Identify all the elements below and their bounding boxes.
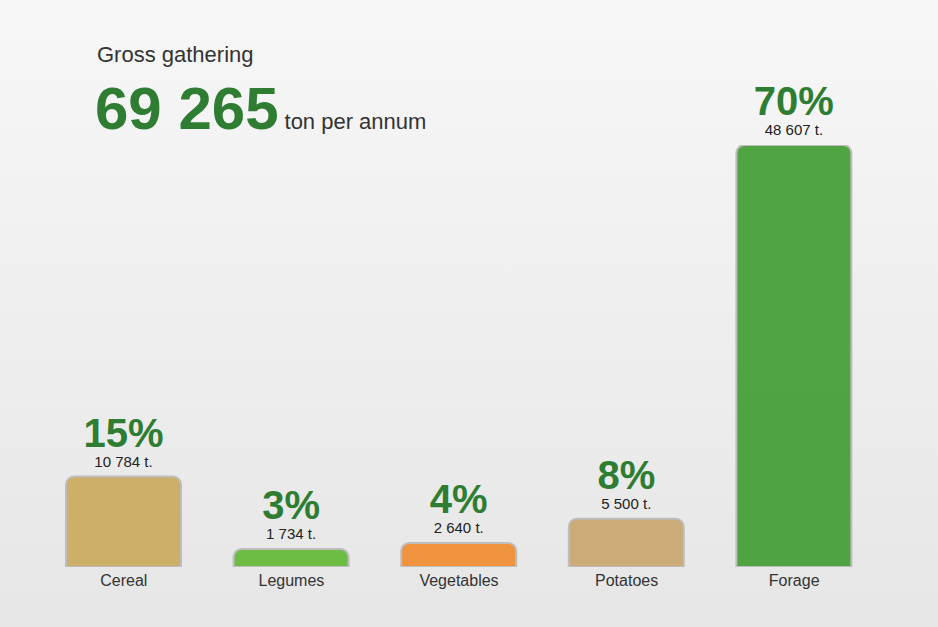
svg-text:Cereal: Cereal <box>100 572 147 589</box>
svg-text:15%: 15% <box>83 411 163 455</box>
html-text:69 265: 69 265 <box>95 75 279 142</box>
svg-text:4%: 4% <box>430 477 488 521</box>
svg-text:Vegetables: Vegetables <box>419 572 498 589</box>
html-text:Gross gathering: Gross gathering <box>97 42 254 67</box>
svg-text:2 640 t.: 2 640 t. <box>434 519 484 536</box>
html-text:ton per annum: ton per annum <box>284 109 427 134</box>
svg-text:Forage: Forage <box>769 572 820 589</box>
svg-text:8%: 8% <box>597 453 655 497</box>
svg-text:70%: 70% <box>754 79 834 123</box>
svg-text:1 734 t.: 1 734 t. <box>266 525 316 542</box>
svg-text:48 607 t.: 48 607 t. <box>765 121 823 138</box>
svg-text:Potatoes: Potatoes <box>595 572 658 589</box>
svg-text:3%: 3% <box>262 483 320 527</box>
svg-text:10 784 t.: 10 784 t. <box>94 453 152 470</box>
svg-text:5 500 t.: 5 500 t. <box>601 495 651 512</box>
svg-text:Legumes: Legumes <box>258 572 324 589</box>
